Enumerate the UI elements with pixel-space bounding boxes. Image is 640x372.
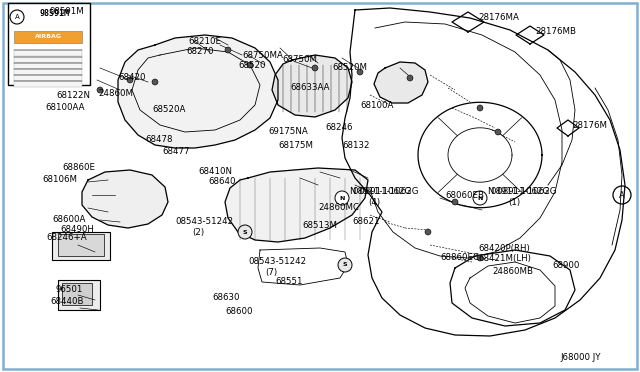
Text: N 08911-1062G: N 08911-1062G [488,187,557,196]
Text: 68600A: 68600A [52,215,85,224]
Circle shape [335,191,349,205]
Text: 68421M(LH): 68421M(LH) [478,253,531,263]
Circle shape [473,191,487,205]
Text: 68520A: 68520A [152,106,186,115]
Text: 68860EC: 68860EC [440,253,479,263]
Bar [52,232,110,260]
Bar [14,81,82,87]
Polygon shape [374,62,428,103]
Text: 28176M: 28176M [572,121,607,129]
Text: 68630: 68630 [212,294,239,302]
Text: 68106M: 68106M [42,176,77,185]
Bar [8,3,90,85]
Text: 68750MA: 68750MA [242,51,283,60]
Circle shape [312,65,318,71]
Text: 68122N: 68122N [56,90,90,99]
Circle shape [477,255,483,261]
Bar [14,57,82,63]
Bar [14,69,82,75]
Text: 68132: 68132 [342,141,369,150]
Text: 68270: 68270 [186,48,214,57]
Bar [14,31,82,43]
Text: 68410N: 68410N [198,167,232,176]
Text: 68520M: 68520M [332,64,367,73]
Circle shape [452,199,458,205]
Text: 68490H: 68490H [60,225,94,234]
Text: 68860E: 68860E [62,164,95,173]
Polygon shape [118,35,278,148]
Text: S: S [243,230,247,234]
Circle shape [127,77,133,83]
Text: 08911-1062G: 08911-1062G [352,187,412,196]
Text: N 08911-1062G: N 08911-1062G [350,187,419,196]
Bar [58,234,104,256]
Text: S: S [342,263,348,267]
Text: J68000 JY: J68000 JY [560,353,600,362]
Bar [14,75,82,81]
Text: 68750M: 68750M [282,55,317,64]
Circle shape [357,69,363,75]
Circle shape [225,47,231,53]
Circle shape [407,75,413,81]
Text: 24860M: 24860M [98,90,133,99]
Bar [14,63,82,69]
Text: AIRBAG: AIRBAG [35,35,61,39]
Text: 69175NA: 69175NA [268,128,308,137]
Text: A: A [15,14,19,20]
Circle shape [97,87,103,93]
Text: 68060EB: 68060EB [445,190,484,199]
Text: 68210E: 68210E [188,38,221,46]
Text: 68100AA: 68100AA [45,103,84,112]
Text: 68478: 68478 [145,135,173,144]
Circle shape [247,62,253,68]
Text: 24860MC: 24860MC [318,203,359,212]
Text: N: N [477,196,483,201]
Bar [14,50,82,56]
Text: (2): (2) [192,228,204,237]
Bar [62,283,92,305]
Text: 68420: 68420 [118,74,145,83]
Text: 08543-51242: 08543-51242 [248,257,306,266]
Text: (1): (1) [508,198,520,206]
Polygon shape [82,170,168,228]
Text: N: N [339,196,345,201]
Text: 68175M: 68175M [278,141,313,150]
Bar [58,280,100,310]
Text: 68420P(RH): 68420P(RH) [478,244,530,253]
Circle shape [238,225,252,239]
Text: 08911-1062G: 08911-1062G [490,187,549,196]
Text: 68246+A: 68246+A [46,234,86,243]
Circle shape [338,258,352,272]
Text: 68621: 68621 [352,218,380,227]
Polygon shape [225,168,368,242]
Text: 28176MA: 28176MA [478,13,519,22]
Text: 98591M: 98591M [50,7,84,16]
Text: 68640: 68640 [208,177,236,186]
Text: 28176MB: 28176MB [535,28,576,36]
Text: 68600: 68600 [225,308,253,317]
Text: (4): (4) [368,198,380,206]
Circle shape [495,129,501,135]
Text: 68440B: 68440B [50,298,83,307]
Text: 68900: 68900 [552,260,579,269]
Text: 68100A: 68100A [360,100,394,109]
Text: 68633AA: 68633AA [290,83,330,93]
Text: 98591M: 98591M [40,10,70,19]
Circle shape [152,79,158,85]
Text: 68246: 68246 [325,124,353,132]
Circle shape [425,229,431,235]
Text: 08543-51242: 08543-51242 [175,218,233,227]
Text: 68520: 68520 [238,61,266,70]
Text: 24860MB: 24860MB [492,267,533,276]
Polygon shape [272,55,352,117]
Text: 68477: 68477 [162,148,189,157]
Text: 68551: 68551 [275,278,303,286]
Text: (7): (7) [265,267,277,276]
Text: A: A [619,190,625,199]
Circle shape [477,105,483,111]
Text: 68513M: 68513M [302,221,337,230]
Text: 96501: 96501 [55,285,83,295]
